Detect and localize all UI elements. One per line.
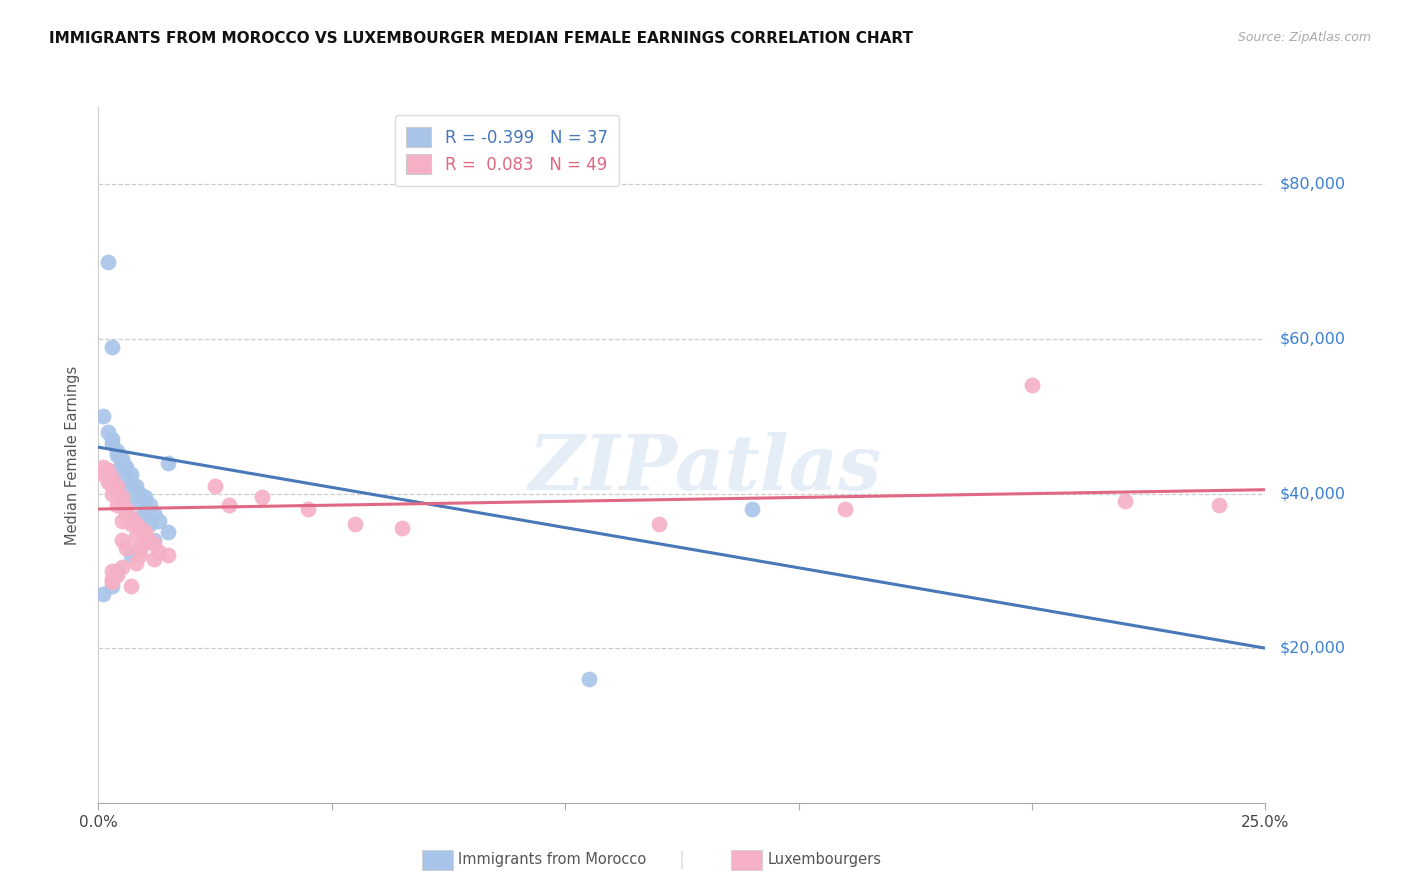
Point <box>115 463 138 477</box>
Point <box>101 436 124 450</box>
Point <box>129 486 152 500</box>
Point <box>129 509 152 524</box>
Point <box>101 564 124 578</box>
Point <box>111 491 134 505</box>
Point <box>134 533 156 547</box>
Point <box>344 517 367 532</box>
Point <box>129 541 152 555</box>
Point <box>105 448 128 462</box>
Point <box>97 254 120 268</box>
Point <box>125 494 148 508</box>
Point <box>129 549 152 563</box>
Point <box>115 459 138 474</box>
Point <box>101 579 124 593</box>
Point <box>125 479 148 493</box>
Point <box>1208 498 1230 512</box>
Point <box>111 533 134 547</box>
Text: $60,000: $60,000 <box>1279 332 1346 346</box>
Point <box>120 579 142 593</box>
Point <box>91 409 114 424</box>
Point <box>101 433 124 447</box>
Point <box>297 502 319 516</box>
Point <box>125 529 148 543</box>
Point <box>111 451 134 466</box>
Point <box>125 556 148 570</box>
Point <box>134 502 156 516</box>
Point <box>143 552 166 566</box>
Point <box>157 525 180 540</box>
Point <box>129 521 152 535</box>
Point <box>115 541 138 555</box>
Point <box>741 502 763 516</box>
Point <box>97 463 120 477</box>
Point <box>204 479 226 493</box>
Point <box>391 521 413 535</box>
Point <box>105 483 128 497</box>
Text: $40,000: $40,000 <box>1279 486 1346 501</box>
Point <box>101 486 124 500</box>
Point <box>120 475 142 489</box>
Point <box>125 517 148 532</box>
Point <box>120 549 142 563</box>
Y-axis label: Median Female Earnings: Median Female Earnings <box>65 366 80 544</box>
Point <box>1021 378 1043 392</box>
Point <box>91 459 114 474</box>
Point <box>134 491 156 505</box>
Point <box>218 498 240 512</box>
Point <box>157 549 180 563</box>
Point <box>148 514 170 528</box>
Point <box>143 533 166 547</box>
Point <box>139 517 162 532</box>
Point <box>101 471 124 485</box>
Point <box>105 567 128 582</box>
Point <box>101 575 124 590</box>
Point <box>91 587 114 601</box>
Point <box>148 544 170 558</box>
Point <box>1114 494 1136 508</box>
Point <box>834 502 856 516</box>
Legend: R = -0.399   N = 37, R =  0.083   N = 49: R = -0.399 N = 37, R = 0.083 N = 49 <box>395 115 619 186</box>
Point <box>97 475 120 489</box>
Point <box>101 340 124 354</box>
Text: Source: ZipAtlas.com: Source: ZipAtlas.com <box>1237 31 1371 45</box>
Point <box>115 502 138 516</box>
Point <box>578 672 600 686</box>
Text: $20,000: $20,000 <box>1279 640 1346 656</box>
Text: |: | <box>679 851 685 869</box>
Point <box>647 517 669 532</box>
Point <box>120 517 142 532</box>
Point <box>115 506 138 520</box>
Text: ZIPatlas: ZIPatlas <box>529 432 882 506</box>
Point <box>143 506 166 520</box>
Point <box>250 491 273 505</box>
Point <box>101 479 124 493</box>
Point <box>115 483 138 497</box>
Point <box>143 537 166 551</box>
Point <box>120 467 142 482</box>
Point <box>157 456 180 470</box>
Text: Luxembourgers: Luxembourgers <box>768 853 882 867</box>
Point <box>97 425 120 439</box>
Point <box>105 463 128 477</box>
Point <box>129 541 152 555</box>
Point <box>111 471 134 485</box>
Point <box>111 456 134 470</box>
Text: $80,000: $80,000 <box>1279 177 1346 192</box>
Point <box>105 444 128 458</box>
Point <box>111 560 134 574</box>
Point <box>111 494 134 508</box>
Point <box>134 525 156 540</box>
Text: Immigrants from Morocco: Immigrants from Morocco <box>458 853 647 867</box>
Point <box>105 479 128 493</box>
Point <box>101 572 124 586</box>
Point <box>105 564 128 578</box>
Point <box>111 514 134 528</box>
Point <box>120 509 142 524</box>
Point <box>139 498 162 512</box>
Point <box>139 533 162 547</box>
Text: IMMIGRANTS FROM MOROCCO VS LUXEMBOURGER MEDIAN FEMALE EARNINGS CORRELATION CHART: IMMIGRANTS FROM MOROCCO VS LUXEMBOURGER … <box>49 31 914 46</box>
Point <box>91 467 114 482</box>
Point <box>105 498 128 512</box>
